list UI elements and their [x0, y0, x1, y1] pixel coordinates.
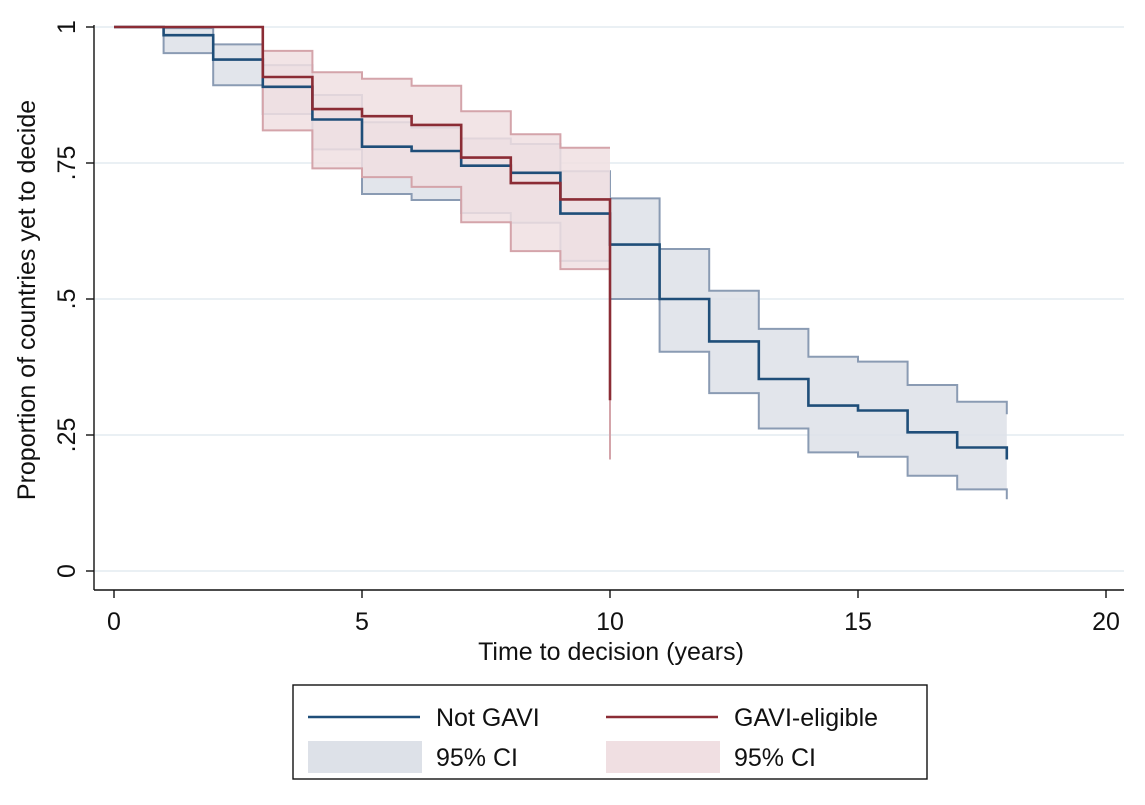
gavi_eligible-ci-band: [114, 27, 610, 460]
y-tick-label: .25: [53, 418, 81, 453]
legend-label-not_gavi_ci: 95% CI: [436, 744, 518, 772]
x-tick-label: 20: [1092, 608, 1120, 636]
gavi_eligible-survival-line: [114, 25, 612, 401]
legend-label-not_gavi: Not GAVI: [436, 704, 540, 732]
y-tick-label: .75: [53, 146, 81, 181]
y-tick-label: .5: [53, 289, 81, 310]
legend: Not GAVI GAVI-eligible 95% CI 95% CI: [292, 684, 928, 780]
x-axis-label: Time to decision (years): [478, 638, 744, 666]
x-tick-label: 5: [355, 608, 369, 636]
x-tick-label: 0: [107, 608, 121, 636]
legend-swatch-gavi_eligible_ci: [606, 741, 720, 773]
x-tick-label: 15: [844, 608, 872, 636]
y-tick-label: 0: [53, 564, 81, 578]
legend-label-gavi_eligible: GAVI-eligible: [734, 704, 878, 732]
y-tick-label: 1: [53, 20, 81, 34]
legend-swatch-not_gavi_ci: [308, 741, 422, 773]
line-layer: [114, 25, 1009, 460]
legend-label-gavi_eligible_ci: 95% CI: [734, 744, 816, 772]
not_gavi-survival-line: [114, 25, 1009, 460]
x-tick-label: 10: [596, 608, 624, 636]
y-axis-label: Proportion of countries yet to decide: [13, 100, 41, 500]
